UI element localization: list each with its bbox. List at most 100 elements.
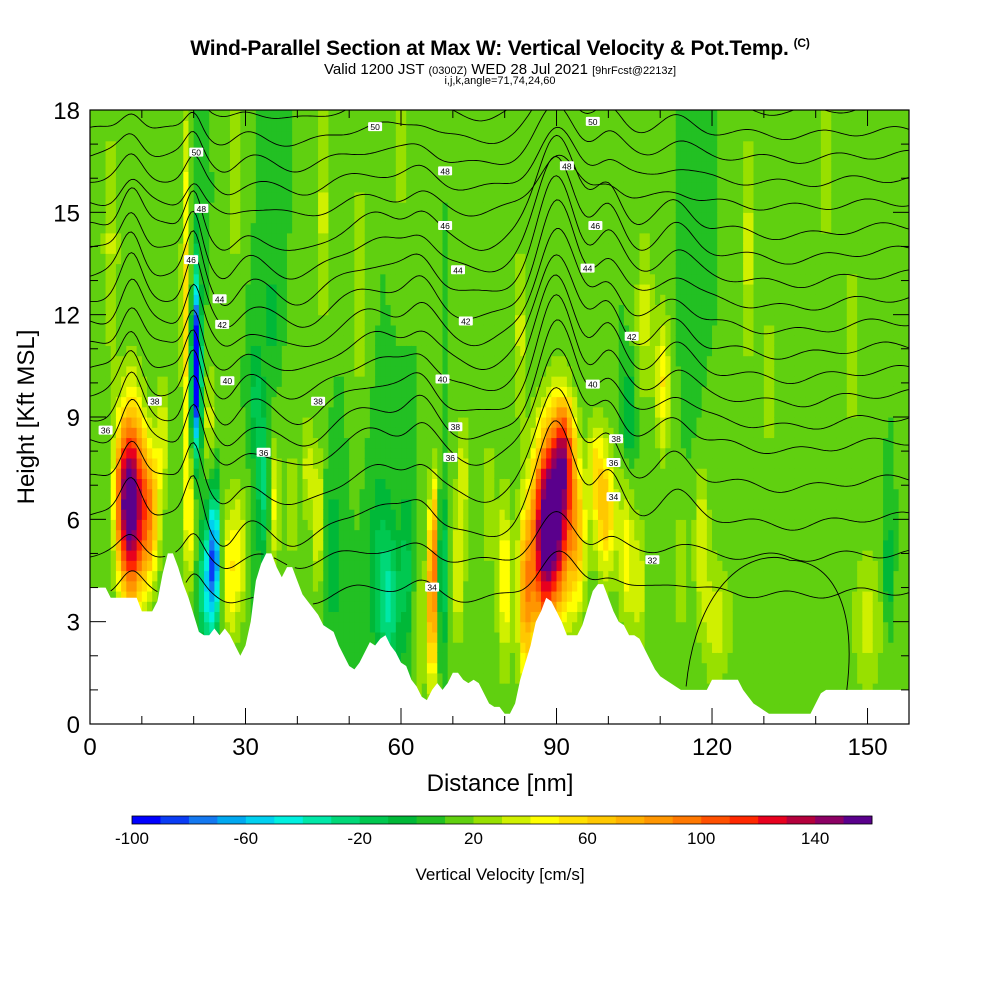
w-cell [250, 140, 257, 152]
w-cell [90, 478, 96, 490]
w-cell [349, 324, 355, 336]
w-cell [266, 457, 273, 469]
w-cell [147, 570, 153, 582]
w-cell [483, 621, 490, 633]
w-cell [214, 324, 221, 336]
w-cell [188, 110, 195, 121]
w-cell [333, 406, 340, 418]
w-cell [281, 130, 288, 142]
w-cell [281, 161, 288, 172]
w-cell [188, 437, 195, 449]
w-cell [271, 181, 278, 193]
w-cell [447, 283, 454, 295]
w-cell [276, 253, 283, 265]
w-cell [369, 130, 376, 142]
w-cell [121, 376, 127, 387]
w-cell [328, 120, 335, 132]
w-cell [473, 509, 480, 520]
w-cell [385, 488, 392, 500]
w-cell [115, 263, 122, 275]
w-cell [323, 488, 330, 500]
w-cell [121, 120, 127, 132]
w-cell [193, 427, 200, 439]
w-cell [245, 519, 252, 531]
w-cell [250, 560, 257, 572]
forecast-info: [9hrFcst@2213z] [592, 65, 677, 77]
w-cell [437, 539, 444, 551]
w-cell [442, 457, 449, 469]
w-cell [452, 365, 459, 377]
w-cell [261, 509, 267, 520]
w-cell [167, 355, 174, 367]
w-cell [131, 222, 138, 234]
w-cell [250, 447, 257, 459]
w-cell [483, 570, 490, 582]
w-cell [312, 222, 319, 234]
w-cell [369, 232, 376, 244]
w-cell [235, 396, 241, 408]
w-cell [421, 652, 428, 664]
w-cell [421, 447, 428, 459]
w-cell [478, 631, 485, 643]
w-cell [499, 345, 506, 357]
w-cell [271, 417, 278, 428]
w-cell [255, 314, 262, 326]
w-cell [193, 273, 200, 285]
w-cell [395, 631, 402, 643]
w-cell [162, 488, 169, 500]
w-cell [95, 150, 101, 162]
grid-indices: i,j,k,angle=71,74,24,60 [444, 75, 556, 87]
w-cell [369, 202, 376, 213]
w-cell [515, 191, 521, 203]
w-cell [489, 437, 495, 449]
w-cell [198, 253, 205, 265]
w-cell [240, 335, 247, 346]
w-cell [152, 110, 158, 121]
w-cell [333, 631, 340, 643]
w-cell [509, 683, 516, 694]
w-cell [110, 509, 117, 520]
w-cell [136, 570, 143, 582]
w-cell [105, 550, 112, 561]
w-cell [193, 212, 200, 224]
w-cell [489, 662, 495, 674]
w-cell [463, 120, 469, 132]
w-cell [406, 283, 412, 295]
w-cell [432, 642, 438, 653]
w-cell [478, 509, 485, 520]
w-cell [411, 539, 418, 551]
w-cell [385, 283, 392, 295]
w-cell [323, 171, 330, 183]
w-cell [302, 161, 309, 172]
w-cell [401, 335, 407, 346]
w-cell [333, 212, 340, 224]
w-cell [494, 519, 501, 531]
w-cell [198, 335, 205, 346]
w-cell [349, 355, 355, 367]
w-cell [385, 232, 392, 244]
w-cell [494, 652, 501, 664]
w-cell [328, 222, 335, 234]
w-cell [105, 560, 112, 572]
w-cell [426, 529, 433, 541]
w-cell [209, 417, 215, 428]
w-cell [100, 212, 107, 224]
w-cell [219, 406, 226, 418]
w-cell [297, 171, 304, 183]
w-cell [442, 314, 449, 326]
w-cell [224, 437, 231, 449]
w-cell [447, 662, 454, 674]
w-cell [421, 662, 428, 674]
w-cell [250, 509, 257, 520]
w-cell [255, 550, 262, 561]
w-cell [214, 478, 221, 490]
w-cell [489, 130, 495, 142]
w-cell [110, 488, 117, 500]
w-cell [515, 150, 521, 162]
w-cell [463, 406, 469, 418]
w-cell [90, 457, 96, 469]
w-cell [183, 110, 190, 121]
w-cell [95, 294, 101, 306]
w-cell [343, 253, 350, 265]
w-cell [401, 396, 407, 408]
